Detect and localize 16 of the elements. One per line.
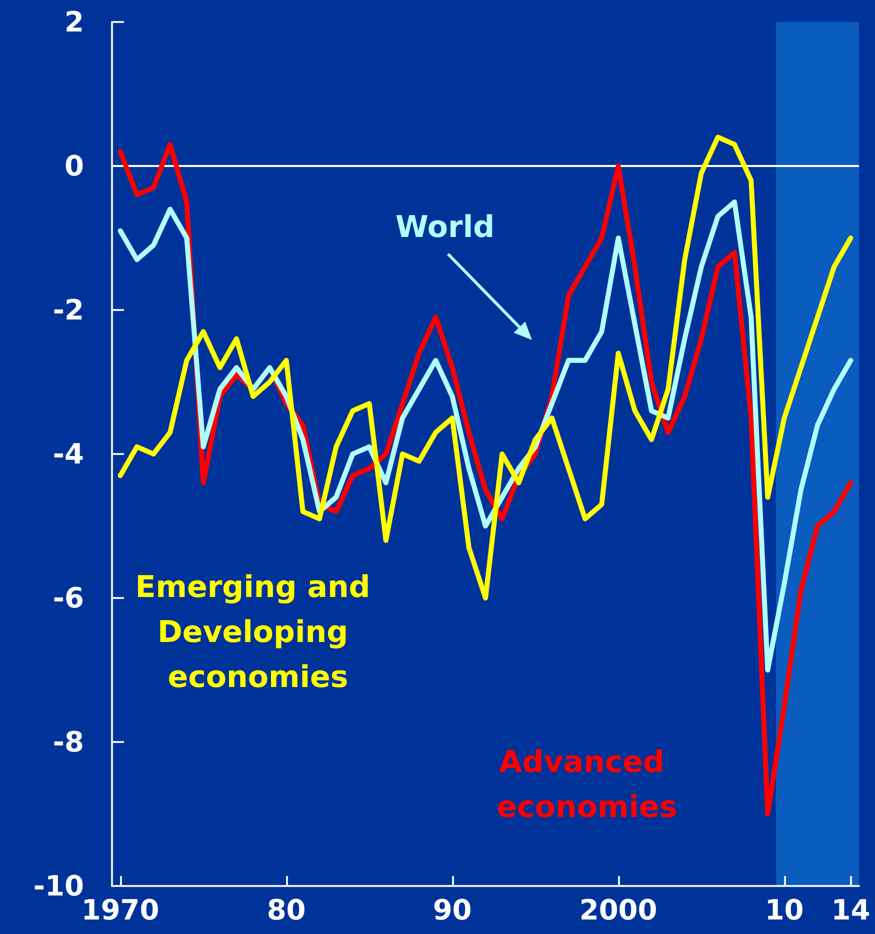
- x-tick-label: 10: [764, 894, 804, 926]
- y-tick-label: 0: [64, 150, 84, 182]
- x-tick-label: 14: [831, 894, 870, 926]
- y-tick-label: -4: [52, 438, 84, 470]
- y-tick-label: -6: [52, 582, 84, 614]
- series-label: Emerging and Developing economies: [135, 570, 381, 695]
- y-tick-label: -8: [52, 726, 84, 758]
- x-tick-label: 80: [266, 894, 306, 926]
- text: Advanced economies: [496, 745, 678, 825]
- y-tick-label: -10: [33, 870, 84, 902]
- x-tick-label: 90: [432, 894, 472, 926]
- text: World: [395, 210, 495, 245]
- y-tick-label: -2: [52, 294, 84, 326]
- x-tick-label: 1970: [81, 894, 160, 926]
- y-tick-label: 2: [64, 6, 84, 38]
- x-tick-label: 2000: [579, 894, 658, 926]
